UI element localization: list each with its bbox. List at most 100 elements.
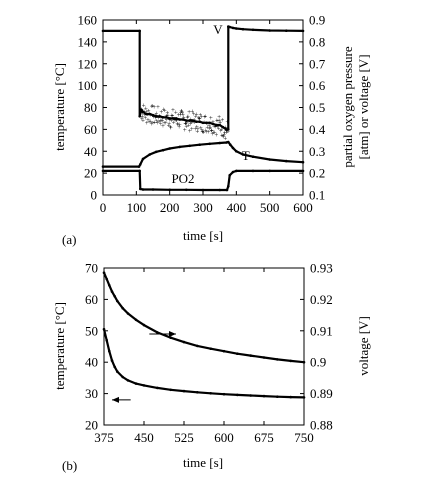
- annotation-po2: PO2: [171, 171, 194, 186]
- data-point-v: [218, 123, 221, 127]
- data-point-v: [175, 117, 178, 120]
- data-point-temperature: [209, 392, 212, 395]
- noise-marker: +: [175, 120, 179, 128]
- data-point-po2: [251, 169, 255, 173]
- data-point-temperature: [262, 394, 266, 398]
- y-left-tick-label: 20: [84, 166, 97, 181]
- noise-marker: +: [165, 116, 169, 124]
- data-point-voltage: [302, 360, 306, 364]
- noise-marker: +: [185, 114, 189, 122]
- y-left-tick-label: 0: [91, 188, 98, 203]
- data-point-v: [181, 118, 185, 121]
- noise-marker: +: [193, 125, 197, 133]
- data-point-t: [188, 144, 191, 148]
- panel-a-label: (a): [62, 232, 76, 247]
- data-point-temperature: [249, 394, 252, 397]
- noise-marker: +: [200, 126, 204, 134]
- data-point-po2: [218, 188, 221, 192]
- annotation-v: V: [213, 22, 223, 37]
- noise-marker: +: [167, 122, 171, 130]
- noise-marker: +: [219, 125, 223, 133]
- y-right-tick-label: 0.89: [310, 386, 333, 401]
- x-tick-label: 750: [294, 430, 314, 445]
- x-tick-label: 600: [214, 430, 234, 445]
- panel-a-right-y-axis-label-line2: [atm] or voltage [V]: [356, 54, 371, 159]
- noise-marker: +: [203, 113, 207, 121]
- data-point-temperature: [302, 396, 306, 399]
- noise-marker: +: [153, 118, 157, 126]
- data-point-voltage: [182, 340, 186, 344]
- data-point-t: [268, 158, 272, 161]
- y-right-tick-label: 0.1: [309, 188, 325, 203]
- noise-marker: +: [213, 122, 217, 130]
- y-left-tick-label: 140: [78, 34, 98, 49]
- data-point-v: [268, 29, 272, 32]
- panel-b-right-y-ticks: 0.88 0.89 0.9 0.91 0.92 0.93: [300, 261, 333, 433]
- noise-marker: +: [176, 121, 180, 129]
- data-point-temperature: [116, 370, 119, 373]
- noise-marker: +: [177, 123, 181, 131]
- noise-marker: +: [218, 119, 222, 127]
- noise-marker: +: [148, 111, 152, 119]
- data-point-v: [155, 115, 158, 118]
- data-point-v: [235, 27, 238, 30]
- panel-b-left-y-ticks: 20 30 40 50 60 70: [85, 261, 108, 433]
- y-right-tick-label: 0.5: [309, 100, 325, 115]
- panel-a-plot-frame: [102, 19, 304, 196]
- x-tick-label: 600: [293, 200, 313, 215]
- data-point-temperature: [276, 395, 279, 399]
- noise-marker: +: [192, 116, 196, 124]
- noise-marker: +: [202, 129, 206, 137]
- data-point-t: [229, 143, 232, 146]
- data-point-po2: [231, 170, 235, 174]
- y-right-tick-label: 0.4: [309, 122, 326, 137]
- noise-marker: +: [225, 118, 229, 126]
- x-tick-label: 400: [227, 200, 247, 215]
- data-point-temperature: [134, 382, 138, 385]
- noise-marker: +: [206, 120, 210, 128]
- y-right-tick-label: 0.9: [309, 13, 325, 28]
- data-point-v: [161, 116, 165, 119]
- noise-marker: +: [207, 128, 211, 136]
- noise-marker: +: [223, 129, 227, 137]
- x-tick-label: 500: [260, 200, 280, 215]
- panel-a-annotations: V T PO2: [171, 22, 249, 186]
- noise-marker: +: [211, 118, 215, 126]
- noise-marker: +: [191, 118, 195, 126]
- noise-marker: +: [145, 111, 149, 119]
- noise-marker: +: [182, 114, 186, 122]
- noise-marker: +: [155, 119, 159, 127]
- panel-a-left-y-axis-label: temperature [°C]: [52, 63, 67, 151]
- data-point-temperature: [222, 392, 226, 396]
- noise-marker: +: [212, 129, 216, 137]
- noise-marker: +: [168, 123, 172, 131]
- noise-marker: +: [140, 105, 144, 113]
- data-point-v: [198, 120, 201, 123]
- annotation-t: T: [242, 148, 250, 163]
- data-point-v: [178, 118, 181, 121]
- noise-marker: +: [143, 114, 147, 122]
- noise-marker: +: [158, 116, 162, 124]
- noise-marker: +: [179, 109, 183, 117]
- noise-marker: +: [218, 117, 222, 125]
- y-right-tick-label: 0.93: [310, 261, 333, 276]
- panel-b-left-y-axis-label: temperature [°C]: [52, 302, 67, 390]
- noise-marker: +: [164, 112, 168, 120]
- panel-b-series: [102, 271, 306, 399]
- y-left-tick-label: 80: [84, 100, 97, 115]
- panel-a: 0 100 200 300 400 500 600 0 20 40 60 80 100 120 140 16…: [52, 13, 371, 248]
- noise-marker: +: [146, 116, 150, 124]
- data-point-temperature: [236, 393, 239, 397]
- data-point-v: [188, 119, 191, 122]
- noise-marker: +: [160, 116, 164, 124]
- y-left-tick-label: 60: [85, 292, 98, 307]
- data-point-v: [215, 123, 218, 127]
- data-point-v: [141, 110, 145, 114]
- data-point-t: [227, 140, 230, 144]
- data-point-t: [198, 143, 201, 146]
- noise-marker: +: [140, 115, 144, 123]
- y-left-tick-label: 60: [84, 122, 97, 137]
- noise-marker: +: [210, 127, 214, 135]
- noise-marker: +: [207, 122, 211, 130]
